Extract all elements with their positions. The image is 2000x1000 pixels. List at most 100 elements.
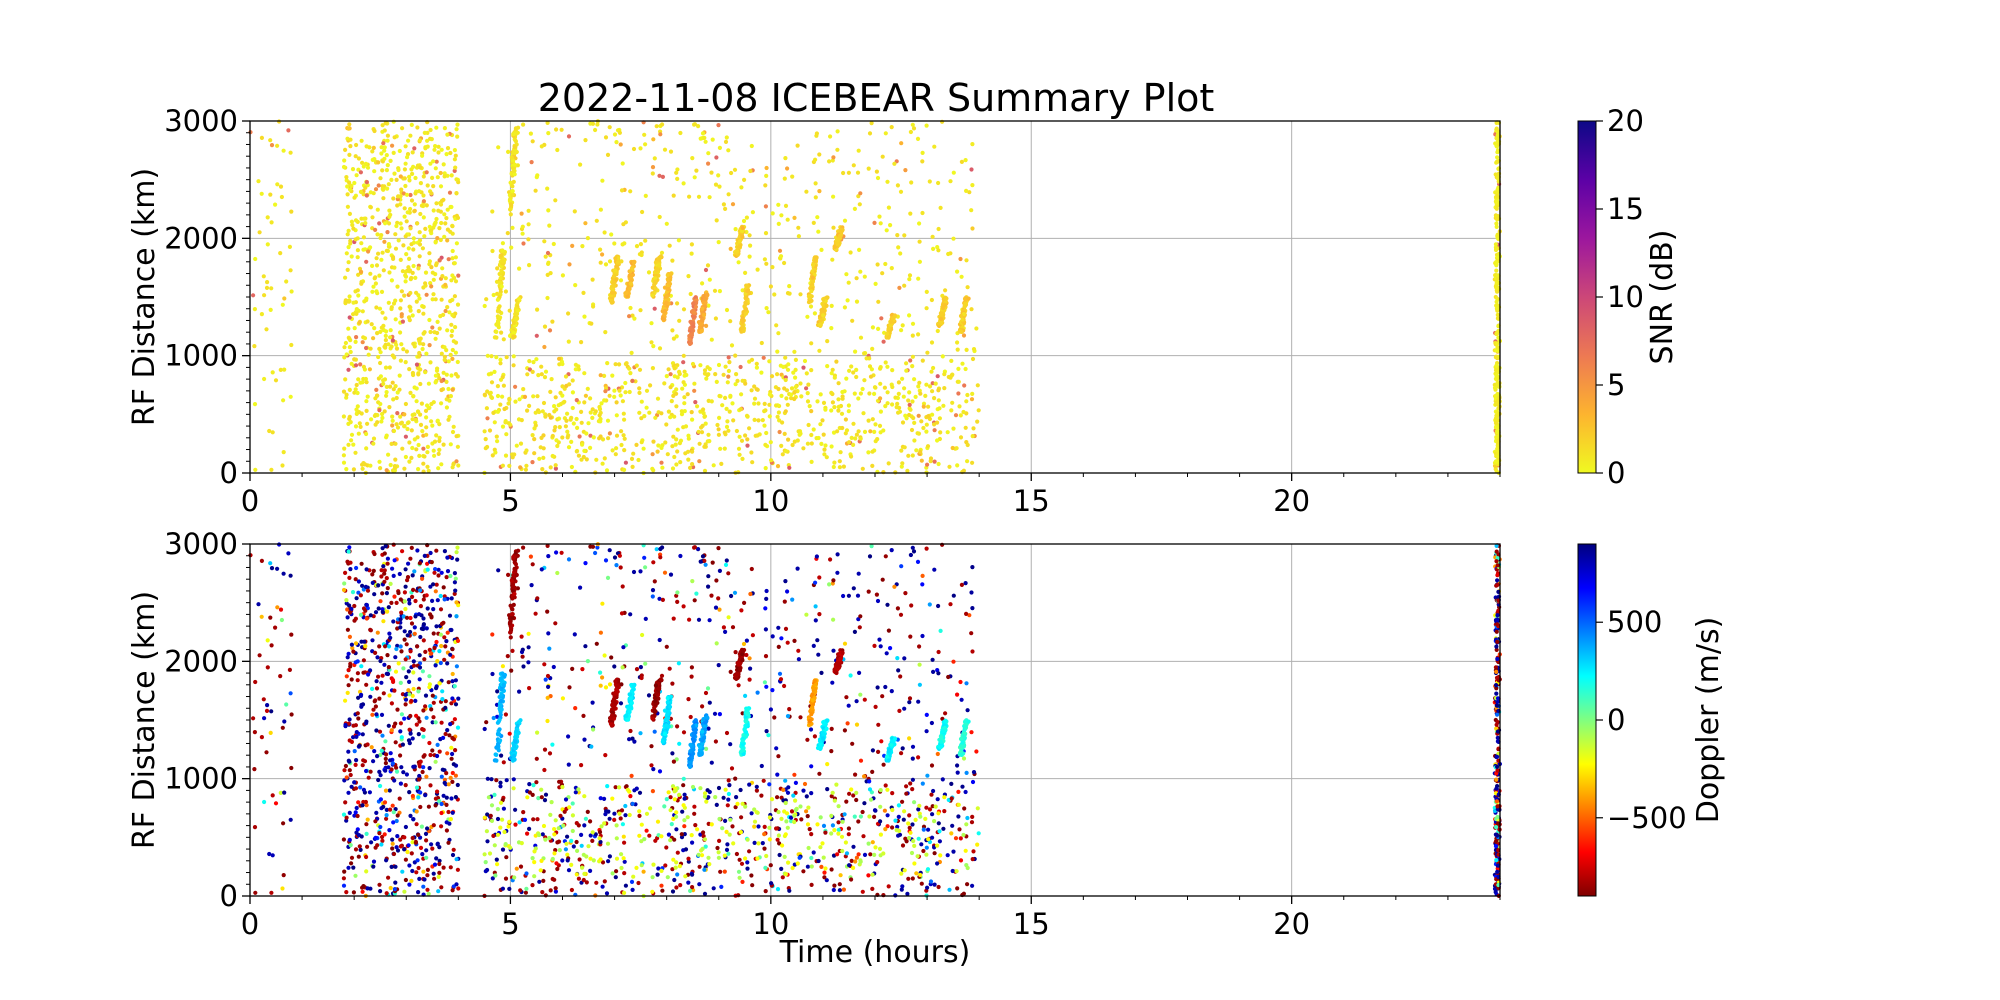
data-point <box>398 414 403 419</box>
data-point <box>745 414 750 419</box>
data-point <box>368 271 373 276</box>
data-point <box>907 412 912 418</box>
data-point <box>409 545 414 551</box>
data-point <box>353 847 359 852</box>
data-point <box>342 355 347 360</box>
data-point <box>825 364 830 369</box>
data-point <box>950 445 955 451</box>
data-point <box>439 220 444 226</box>
data-point <box>681 360 686 365</box>
data-point <box>396 661 401 666</box>
data-point <box>383 644 388 649</box>
data-point <box>269 467 274 472</box>
data-point <box>681 181 686 186</box>
data-point <box>252 825 258 830</box>
data-point <box>351 442 356 447</box>
data-point <box>878 365 883 370</box>
data-point <box>343 722 348 728</box>
data-point <box>370 686 375 692</box>
data-point <box>586 421 591 426</box>
data-point <box>615 260 621 265</box>
data-point <box>776 221 781 226</box>
data-point <box>259 191 264 196</box>
data-point <box>438 184 444 189</box>
data-point <box>376 160 381 165</box>
data-point <box>381 268 386 273</box>
data-point <box>542 344 547 350</box>
data-point <box>424 203 429 208</box>
data-point <box>368 190 373 195</box>
data-point <box>365 421 370 426</box>
data-point <box>941 403 946 408</box>
data-point <box>382 148 387 153</box>
data-point <box>485 389 490 394</box>
data-point <box>752 401 757 406</box>
data-point <box>690 361 696 367</box>
data-point <box>453 372 458 377</box>
data-point <box>975 419 980 424</box>
data-point <box>689 410 694 415</box>
data-point <box>490 632 495 637</box>
data-point <box>410 370 415 376</box>
data-point <box>672 374 677 379</box>
data-point <box>489 354 494 359</box>
data-point <box>356 695 361 700</box>
data-point <box>415 125 420 130</box>
data-point <box>783 156 788 161</box>
data-point <box>682 373 687 378</box>
data-point <box>347 610 353 615</box>
data-point <box>780 420 785 425</box>
data-point <box>347 759 352 764</box>
data-point <box>282 719 287 724</box>
data-point <box>391 428 397 434</box>
data-point <box>289 209 294 214</box>
data-point <box>793 357 799 362</box>
data-point <box>712 288 718 293</box>
data-point <box>398 597 403 602</box>
data-point <box>713 739 719 744</box>
data-point <box>403 702 408 707</box>
data-point <box>448 394 453 399</box>
data-point <box>500 424 506 429</box>
data-point <box>883 404 888 409</box>
data-point <box>409 851 414 856</box>
data-point <box>884 331 890 336</box>
data-point <box>824 303 829 308</box>
data-point <box>671 616 676 621</box>
data-point <box>1495 216 1500 221</box>
data-point <box>890 368 895 373</box>
data-point <box>371 707 376 712</box>
data-point <box>598 207 604 212</box>
data-point <box>797 432 802 437</box>
data-point <box>775 372 780 377</box>
data-point <box>377 831 382 836</box>
data-point <box>511 363 516 368</box>
data-point <box>389 441 394 446</box>
data-point <box>844 272 849 277</box>
data-point <box>379 289 385 294</box>
data-point <box>434 216 439 222</box>
data-point <box>598 260 603 265</box>
data-point <box>677 318 682 323</box>
data-point <box>534 333 539 338</box>
data-point <box>435 366 440 371</box>
data-point <box>347 180 352 185</box>
data-point <box>496 325 501 330</box>
data-point <box>376 777 381 783</box>
data-point <box>705 365 710 370</box>
data-point <box>619 442 624 448</box>
data-point <box>453 350 458 355</box>
data-point <box>415 221 420 226</box>
data-point <box>354 142 359 148</box>
data-point <box>269 709 274 714</box>
data-point <box>831 225 836 230</box>
data-point <box>268 307 273 312</box>
data-point <box>400 319 405 324</box>
data-point <box>439 147 444 152</box>
data-point <box>762 409 767 414</box>
data-point <box>701 407 706 412</box>
data-point <box>650 171 655 176</box>
data-point <box>545 120 550 125</box>
data-point <box>783 355 788 360</box>
data-point <box>511 179 516 184</box>
